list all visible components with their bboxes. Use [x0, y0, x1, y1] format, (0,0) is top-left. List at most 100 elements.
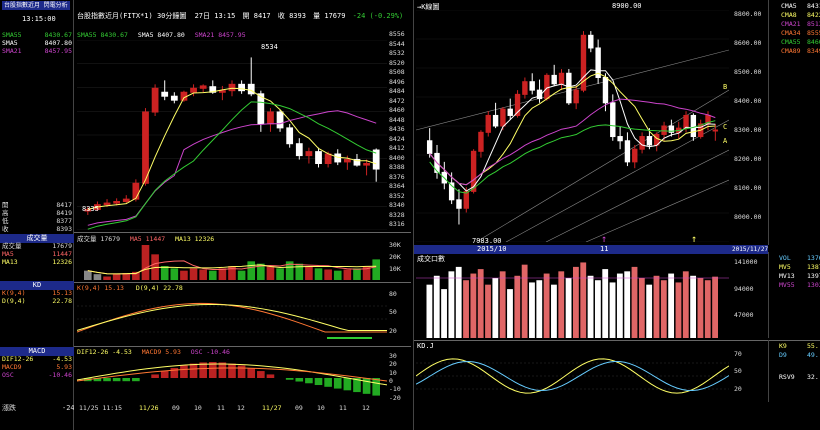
macd-bar: [333, 378, 342, 389]
candle-body: [588, 34, 594, 49]
macd-bar: [218, 362, 227, 378]
intraday-chart: 台股指數近月(FITX*1) 30分鐘圖 27日 13:15 開 8417 收 …: [74, 0, 411, 430]
candle-body: [286, 127, 294, 145]
legend-value: 8422.: [807, 11, 820, 19]
macd-label: OSC: [2, 371, 14, 379]
cma21-line: [429, 98, 716, 186]
candle-body: [219, 90, 226, 93]
daily-kdj-y-axis: 70 50 20: [732, 350, 768, 402]
trend-line: [416, 49, 729, 131]
vol-ma5: MA5 11447: [129, 235, 166, 243]
daily-x-label-0: 2015/10: [477, 245, 507, 253]
volume-bar: [631, 266, 638, 338]
quote-label: 收: [2, 225, 9, 233]
vol-ma13-line: [87, 264, 377, 275]
candle-body: [485, 114, 491, 133]
volume-bar: [638, 278, 645, 338]
close-value: 8393: [289, 12, 306, 20]
daily-hi-label: 8900.00: [612, 2, 642, 10]
volume-bar: [660, 280, 667, 338]
candle-body: [580, 34, 587, 91]
volume-bar: [343, 269, 352, 280]
volume-bar: [499, 271, 506, 338]
intraday-header: 台股指數近月(FITX*1) 30分鐘圖 27日 13:15 開 8417 收 …: [77, 12, 403, 21]
legend-label: CMA55: [781, 38, 801, 46]
volume-bar: [333, 270, 342, 280]
vol-value: 11447: [52, 250, 72, 258]
trend-line: [475, 89, 729, 242]
candle-body: [463, 190, 469, 209]
candle-body: [103, 202, 111, 206]
change-value: -24: [352, 12, 366, 20]
candle-body: [478, 131, 484, 152]
candle-body: [113, 201, 121, 204]
volume-bar: [580, 262, 587, 338]
macd-bar: [189, 363, 198, 378]
legend-value: 1302: [807, 281, 820, 289]
volume-bar: [521, 264, 528, 338]
legend-label: RSV9: [779, 373, 795, 381]
candle-body: [267, 111, 274, 125]
candle-body: [315, 151, 322, 164]
volume-bar: [180, 270, 188, 280]
app-tab[interactable]: 台股指數近月 閃電分析: [2, 1, 70, 10]
ma-value: 8430.67: [44, 31, 72, 39]
kdj-tick: 50: [734, 367, 742, 376]
volume-bar: [122, 273, 131, 280]
candle-body: [324, 153, 332, 164]
kd-k-label: K(9,4) 15.13: [77, 284, 124, 292]
macd-bar: [237, 365, 246, 378]
kd-d-line: [77, 303, 387, 331]
volume-bar: [477, 269, 484, 338]
price-tick: 8496: [389, 77, 405, 86]
quote-value: 8419: [56, 209, 72, 217]
volume-bar: [646, 284, 653, 338]
volume-bar: [594, 280, 601, 338]
macd-bar: [160, 371, 169, 378]
volume-bar: [609, 282, 616, 338]
volume-bar: [485, 284, 491, 338]
quote-value: 8377: [56, 217, 72, 225]
volume-bar: [93, 274, 102, 280]
daily-volume-plot: [416, 262, 729, 338]
volume-bar: [441, 289, 447, 338]
candle-body: [238, 83, 245, 92]
daily-chart: →K線圖 ↑ ↑ 8800.00 8600.00 8500.00 8400.00 8300…: [413, 0, 820, 430]
price-tick: 8328: [389, 210, 405, 219]
volume-bar: [189, 268, 198, 280]
price-tick: 8472: [389, 96, 405, 105]
macd-osc-label: OSC -10.46: [190, 348, 230, 356]
legend-value: 8431.: [807, 2, 820, 10]
daily-kdj-plot: [416, 358, 729, 394]
candle-body: [602, 76, 609, 104]
candle-body: [151, 87, 159, 113]
macd-bar: [112, 378, 121, 382]
macd-bar: [353, 378, 361, 393]
legend-value: 1387: [807, 263, 820, 271]
macd-label: DIF12-26: [2, 355, 34, 363]
volume-bar: [602, 269, 609, 338]
ma-label: SMA55: [2, 31, 22, 39]
volume-bar: [247, 261, 256, 280]
candle-body: [305, 151, 313, 157]
intraday-kd-plot: [77, 302, 387, 339]
macd-tick: 20: [389, 360, 397, 369]
candle-body: [257, 93, 265, 125]
up-arrow-icon: ↑: [691, 234, 697, 242]
macd-bar: [295, 378, 304, 382]
legend-label: D9: [779, 351, 787, 359]
candle-body: [617, 136, 623, 142]
legend-value: 49.: [807, 351, 819, 359]
kd-y-axis: 80 50 20: [387, 290, 411, 345]
volume-bar: [276, 268, 284, 280]
vol-label: MA13: [2, 258, 18, 266]
macd-bar: [266, 374, 275, 378]
macd-legend: DIF12-26 -4.53 MACD9 5.93 OSC -10.46: [77, 348, 230, 357]
vol-label: 成交量: [2, 242, 22, 250]
price-tick: 8508: [389, 68, 405, 77]
candle-body: [363, 163, 370, 166]
volume-bar: [514, 275, 521, 338]
candle-body: [142, 111, 149, 184]
daily-kdj-legend: K9 55. D9 49. RSV9 32.: [768, 340, 820, 402]
daily-x-bar: [414, 245, 768, 254]
